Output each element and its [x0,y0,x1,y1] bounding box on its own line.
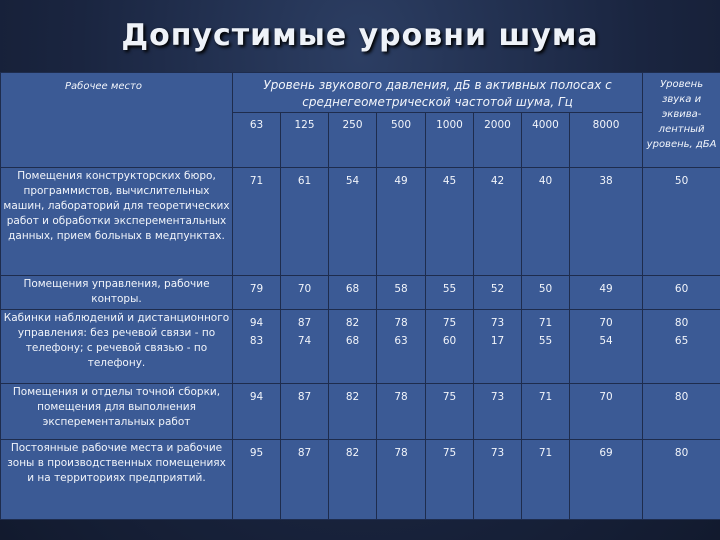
table-row: Помещения конструкторских бюро, программ… [0,167,720,276]
workplace-cell: Постоянные рабочие места и рабочие зоны … [0,439,233,520]
pressure-value-cell: 40 [521,167,570,276]
table-row: Помещения управления, рабочие конторы. 79… [0,275,720,310]
workplace-cell: Помещения и отделы точной сборки, помеще… [0,383,233,440]
pressure-value-cell: 73 [473,383,522,440]
pressure-value-cell: 79 [232,275,281,310]
header-pressure: Уровень звукового давления, дБ в активны… [231,72,644,113]
pressure-value-cell: 61 [280,167,329,276]
pressure-value-cell: 42 [473,167,522,276]
sound-level-cell: 50 [642,167,720,276]
pressure-value-cell: 71 [232,167,281,276]
table-row: Помещения и отделы точной сборки, помеще… [0,383,720,440]
pressure-value-cell: 95 [232,439,281,520]
freq-cell: 500 [376,112,426,168]
workplace-cell: Помещения управления, рабочие конторы. [0,275,233,310]
pressure-value-cell: 82 [328,383,377,440]
pressure-value-cell: 87 74 [280,309,329,384]
pressure-value-cell: 69 [568,439,644,520]
pressure-value-cell: 73 [473,439,522,520]
header-level: Уровень звука и эквива-лентный уровень, … [642,72,720,168]
pressure-value-cell: 71 [521,383,570,440]
pressure-value-cell: 78 [376,439,426,520]
pressure-value-cell: 75 [425,383,474,440]
pressure-value-cell: 78 63 [376,309,426,384]
pressure-value-cell: 94 83 [232,309,281,384]
freq-cell: 1000 [425,112,474,168]
pressure-value-cell: 82 68 [328,309,377,384]
pressure-value-cell: 94 [232,383,281,440]
pressure-value-cell: 70 54 [568,309,644,384]
table-row: Кабинки наблюдений и дистанционного упра… [0,309,720,384]
pressure-value-cell: 58 [376,275,426,310]
freq-cell: 125 [280,112,329,168]
freq-cell: 4000 [521,112,570,168]
pressure-value-cell: 71 [521,439,570,520]
noise-levels-table: Рабочее место Уровень звукового давления… [0,72,720,520]
sound-level-cell: 80 [642,383,720,440]
freq-cell: 250 [328,112,377,168]
pressure-value-cell: 82 [328,439,377,520]
pressure-value-cell: 71 55 [521,309,570,384]
freq-cell: 2000 [473,112,522,168]
frequency-row: 63 125 250 500 1000 2000 4000 8000 [1,112,720,168]
pressure-value-cell: 75 60 [425,309,474,384]
pressure-value-cell: 68 [328,275,377,310]
pressure-value-cell: 50 [521,275,570,310]
pressure-value-cell: 87 [280,383,329,440]
pressure-value-cell: 75 [425,439,474,520]
header-place: Рабочее место [0,72,233,168]
pressure-value-cell: 55 [425,275,474,310]
workplace-cell: Помещения конструкторских бюро, программ… [0,167,233,276]
workplace-cell: Кабинки наблюдений и дистанционного упра… [0,309,233,384]
header-row: Рабочее место Уровень звукового давления… [0,72,720,168]
pressure-value-cell: 52 [473,275,522,310]
sound-level-cell: 80 [642,439,720,520]
pressure-value-cell: 73 17 [473,309,522,384]
pressure-value-cell: 45 [425,167,474,276]
freq-cell: 8000 [568,112,644,168]
pressure-value-cell: 49 [568,275,644,310]
pressure-value-cell: 70 [568,383,644,440]
pressure-value-cell: 87 [280,439,329,520]
pressure-value-cell: 38 [568,167,644,276]
sound-level-cell: 80 65 [642,309,720,384]
pressure-value-cell: 78 [376,383,426,440]
table-row: Постоянные рабочие места и рабочие зоны … [0,439,720,520]
pressure-value-cell: 49 [376,167,426,276]
pressure-value-cell: 70 [280,275,329,310]
pressure-value-cell: 54 [328,167,377,276]
sound-level-cell: 60 [642,275,720,310]
freq-cell: 63 [232,112,281,168]
page-title: Допустимые уровни шума [121,18,599,53]
